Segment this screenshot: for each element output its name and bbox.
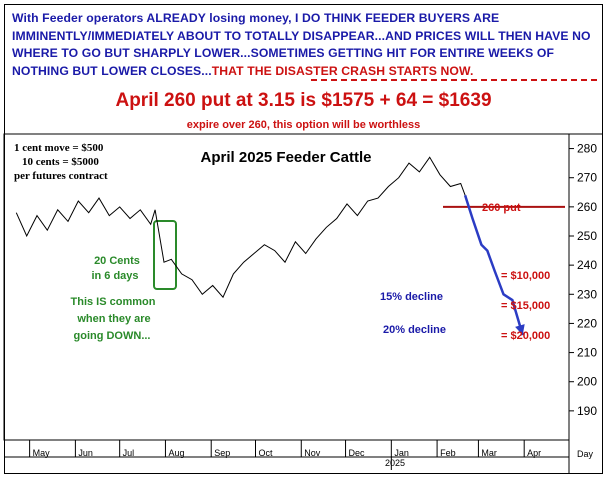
common-label-3: going DOWN...: [74, 330, 151, 342]
headline-underline: [311, 79, 597, 81]
y-tick-label: 220: [577, 316, 597, 330]
price-series: [15, 156, 525, 336]
y-tick-label: 270: [577, 171, 597, 185]
projection-arrowhead: [515, 324, 525, 336]
headline-main: With Feeder operators ALREADY losing mon…: [12, 11, 591, 78]
headline-text: With Feeder operators ALREADY losing mon…: [12, 10, 602, 80]
offer-subtitle: expire over 260, this option will be wor…: [186, 119, 421, 131]
contract-notes: 1 cent move = $500 10 cents = $5000 per …: [14, 141, 108, 183]
common-label-2: when they are: [76, 313, 150, 325]
notes-line-3: per futures contract: [14, 170, 108, 182]
x-tick-label: Dec: [349, 448, 366, 458]
drop-label-1: 20 Cents: [94, 255, 140, 267]
price-line: [15, 156, 466, 299]
x-tick-label: Feb: [440, 448, 456, 458]
y-axis: 190 200 210 220 230 240 250 260 270 280: [569, 142, 597, 418]
drop-label-2: in 6 days: [91, 270, 138, 282]
x-tick-label: May: [33, 448, 51, 458]
loss-20-label: = $20,000: [501, 330, 550, 342]
decline-20-label: 20% decline: [383, 324, 446, 336]
x-tick-label: Jan: [394, 448, 409, 458]
common-label-1: This IS common: [71, 296, 156, 308]
x-unit-label: Day: [577, 449, 594, 459]
decline-15-label: 15% decline: [380, 291, 443, 303]
y-tick-label: 240: [577, 258, 597, 272]
y-tick-label: 260: [577, 200, 597, 214]
offer-title: April 260 put at 3.15 is $1575 + 64 = $1…: [115, 90, 492, 111]
notes-line-1: 1 cent move = $500: [14, 142, 104, 154]
notes-line-2: 10 cents = $5000: [22, 156, 99, 168]
headline-tail: THAT THE DISASTER CRASH STARTS NOW.: [211, 63, 474, 78]
x-tick-label: Jun: [78, 448, 93, 458]
x-axis: May Jun Jul Aug Sep Oct Nov Dec Jan Feb Mar Apr: [29, 440, 541, 470]
x-tick-label: Aug: [168, 448, 184, 458]
x-tick-label: Apr: [527, 448, 541, 458]
chart-title: April 2025 Feeder Cattle: [201, 149, 372, 166]
loss-10-label: = $10,000: [501, 270, 550, 282]
drop-highlight-box: [153, 220, 177, 290]
projection-line: [463, 194, 524, 336]
x-tick-label: Sep: [214, 448, 230, 458]
header-panel: With Feeder operators ALREADY losing mon…: [6, 8, 601, 138]
loss-15-label: = $15,000: [501, 300, 550, 312]
y-tick-label: 200: [577, 375, 597, 389]
y-tick-label: 190: [577, 404, 597, 418]
y-tick-label: 210: [577, 346, 597, 360]
y-tick-label: 280: [577, 142, 597, 156]
put-strike-label: 260 put: [482, 202, 521, 214]
y-tick-label: 250: [577, 229, 597, 243]
x-tick-label: Oct: [258, 448, 273, 458]
year-label: 2025: [385, 458, 405, 468]
x-tick-label: Mar: [481, 448, 497, 458]
x-tick-label: Jul: [123, 448, 135, 458]
x-tick-label: Nov: [304, 448, 321, 458]
y-tick-label: 230: [577, 287, 597, 301]
